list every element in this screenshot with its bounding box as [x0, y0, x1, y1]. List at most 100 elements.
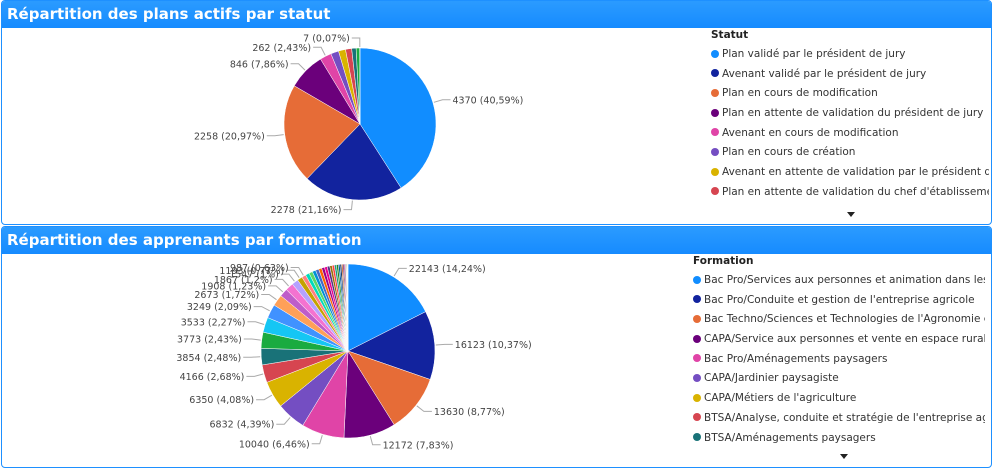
legend-label: CAPA/Service aux personnes et vente en e… [704, 333, 985, 346]
legend-scroll-down-icon[interactable] [847, 212, 855, 217]
data-label-leader [276, 417, 291, 425]
data-label-leader [311, 435, 323, 445]
legend-label: BTSA/Analyse, conduite et stratégie de l… [704, 411, 985, 424]
legend-item[interactable]: BTSA/Analyse, conduite et stratégie de l… [693, 409, 985, 429]
legend-marker [693, 413, 701, 422]
data-label: 3533 (2,27%) [181, 317, 246, 328]
legend-item[interactable]: CAPA/Jardinier paysagiste [693, 369, 985, 389]
legend-marker [711, 69, 719, 78]
legend-marker [693, 314, 701, 323]
data-label-leader [274, 278, 289, 287]
status-pie-chart[interactable]: 4370 (40,59%) 2278 (21,16%) 2258 (20,97%) 8… [2, 1, 702, 225]
data-label-leader [243, 338, 261, 341]
data-label-leader [369, 435, 381, 446]
legend-marker [693, 275, 701, 284]
data-label: 846 (7,86%) [230, 59, 289, 70]
data-label: 16123 (10,37%) [455, 340, 532, 351]
legend-item[interactable]: Plan validé par le président de jury [711, 45, 989, 65]
legend-item[interactable]: Bac Pro/Aménagements paysagers [693, 350, 985, 370]
formation-chart-panel: Répartition des apprenants par formation… [1, 226, 992, 468]
data-label-leader [266, 134, 284, 137]
data-label-leader [286, 269, 300, 278]
data-label-leader [290, 63, 306, 71]
data-label-leader [256, 394, 273, 401]
pie-slice[interactable] [347, 311, 436, 380]
data-label-leader [433, 99, 451, 103]
data-label: 12172 (7,83%) [383, 440, 454, 451]
legend-label: Bac Pro/Services aux personnes et animat… [704, 274, 985, 286]
data-label: 1908 (1,23%) [201, 281, 266, 292]
data-label: 3249 (2,09%) [187, 302, 252, 313]
data-label-leader [268, 285, 284, 293]
legend-label: Bac Pro/Aménagements paysagers [704, 352, 888, 365]
data-label-leader [261, 294, 277, 301]
legend-scroll-down-icon[interactable] [840, 454, 848, 459]
data-label-leader [253, 306, 270, 312]
panel-title: Répartition des apprenants par formation [2, 227, 991, 254]
data-label-leader [351, 37, 361, 47]
legend-label: Plan en attente de validation du chef d'… [722, 185, 989, 198]
data-label-leader [393, 267, 407, 277]
legend-marker [693, 295, 701, 304]
legend-label: Avenant validé par le président de jury [722, 67, 927, 80]
data-label: 13630 (8,77%) [434, 407, 505, 418]
legend-title: Statut [711, 29, 749, 41]
panel-title: Répartition des plans actifs par statut [2, 1, 991, 28]
data-label: 1867 (1,2%) [214, 275, 273, 286]
pie-slice[interactable] [359, 47, 437, 189]
legend-marker [711, 167, 719, 176]
data-label: 2278 (21,16%) [271, 205, 342, 216]
data-label-leader [246, 373, 264, 377]
data-label: 3773 (2,43%) [177, 335, 242, 346]
data-label-leader [280, 273, 295, 282]
status-legend: Statut Plan validé par le président de j… [711, 29, 989, 203]
legend-label: Bac Techno/Sciences et Technologies de l… [704, 313, 985, 326]
legend-label: Plan en attente de validation du préside… [722, 107, 984, 120]
data-label-leader [416, 405, 432, 412]
pie-slice[interactable] [283, 85, 361, 179]
legend-marker [693, 373, 701, 382]
legend-item[interactable]: CAPA/Métiers de l'agriculture [693, 389, 985, 409]
data-label-leader [243, 356, 261, 358]
legend-item[interactable]: Plan en attente de validation du préside… [711, 104, 989, 124]
data-label: 262 (2,43%) [252, 43, 311, 54]
legend-marker [711, 187, 719, 196]
legend-item[interactable]: Avenant en attente de validation par le … [711, 163, 989, 183]
legend-item[interactable]: Bac Pro/Services aux personnes et animat… [693, 271, 985, 291]
legend-item[interactable]: Bac Techno/Sciences et Technologies de l… [693, 310, 985, 330]
formation-legend: Formation Bac Pro/Services aux personnes… [693, 255, 985, 448]
legend-label: Avenant en cours de modification [722, 126, 899, 139]
pie-slice[interactable] [306, 123, 402, 201]
legend-marker [711, 128, 719, 137]
legend-label: Plan en cours de modification [722, 87, 878, 100]
data-label: 2673 (1,72%) [194, 290, 259, 301]
legend-item[interactable]: Bac Pro/Conduite et gestion de l'entrepr… [693, 291, 985, 311]
legend-item[interactable]: Avenant validé par le président de jury [711, 65, 989, 85]
legend-marker [693, 354, 701, 363]
legend-item[interactable]: CAPA/Service aux personnes et vente en e… [693, 330, 985, 350]
data-label: 4370 (40,59%) [453, 95, 524, 106]
legend-item[interactable]: Plan en cours de modification [711, 84, 989, 104]
data-label: 3854 (2,48%) [176, 353, 241, 364]
data-label: 987 (0,63%) [230, 263, 289, 274]
pie-slice[interactable] [347, 263, 426, 352]
legend-label: CAPA/Jardinier paysagiste [704, 372, 839, 385]
data-label: 6350 (4,08%) [189, 395, 254, 406]
legend-item[interactable]: Plan en cours de création [711, 143, 989, 163]
legend-item[interactable]: BTSA/Aménagements paysagers [693, 429, 985, 449]
data-label: 10040 (6,46%) [239, 439, 310, 450]
data-label: 7 (0,07%) [303, 34, 350, 45]
legend-marker [693, 334, 701, 343]
legend-item[interactable]: Avenant en cours de modification [711, 124, 989, 144]
data-label: 2258 (20,97%) [194, 131, 265, 142]
legend-marker [711, 88, 719, 97]
legend-label: CAPA/Métiers de l'agriculture [704, 392, 857, 405]
legend-title: Formation [693, 255, 754, 267]
data-label: 4166 (2,68%) [180, 372, 245, 383]
legend-marker [711, 108, 719, 117]
legend-label: Plan validé par le président de jury [722, 48, 906, 60]
legend-marker [693, 393, 701, 402]
data-label-leader [290, 267, 304, 276]
legend-item[interactable]: Plan en attente de validation du chef d'… [711, 183, 989, 203]
formation-pie-chart[interactable]: 22143 (14,24%) 16123 (10,37%) 13630 (8,77%… [2, 227, 692, 468]
